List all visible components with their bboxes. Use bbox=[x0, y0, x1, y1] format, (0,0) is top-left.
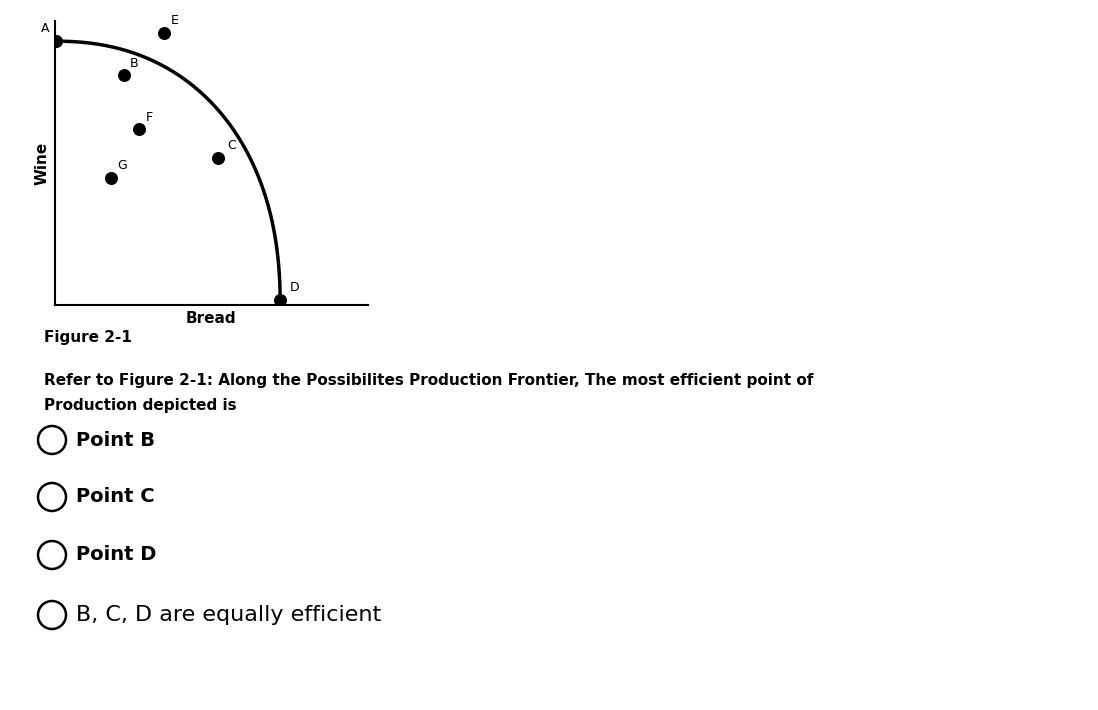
Text: Refer to Figure 2-1: Along the Possibilites Production Frontier, The most effici: Refer to Figure 2-1: Along the Possibili… bbox=[44, 373, 814, 388]
Text: Production depicted is: Production depicted is bbox=[44, 398, 236, 413]
X-axis label: Bread: Bread bbox=[186, 311, 237, 326]
Text: E: E bbox=[170, 14, 179, 27]
Text: D: D bbox=[290, 281, 300, 294]
Text: Point C: Point C bbox=[76, 488, 155, 506]
Text: A: A bbox=[41, 23, 49, 36]
Text: C: C bbox=[227, 139, 236, 152]
Text: G: G bbox=[117, 159, 127, 172]
Point bbox=[156, 27, 173, 38]
Point bbox=[47, 36, 65, 47]
Text: B, C, D are equally efficient: B, C, D are equally efficient bbox=[76, 605, 381, 625]
Text: F: F bbox=[146, 111, 153, 124]
Text: B: B bbox=[130, 57, 138, 70]
Point bbox=[271, 294, 289, 305]
Text: Point B: Point B bbox=[76, 430, 155, 449]
Y-axis label: Wine: Wine bbox=[34, 142, 49, 185]
Point bbox=[115, 70, 133, 81]
Text: Point D: Point D bbox=[76, 545, 156, 564]
Point bbox=[131, 124, 148, 135]
Point bbox=[102, 172, 120, 183]
Text: Figure 2-1: Figure 2-1 bbox=[44, 330, 132, 345]
Point bbox=[209, 152, 226, 163]
